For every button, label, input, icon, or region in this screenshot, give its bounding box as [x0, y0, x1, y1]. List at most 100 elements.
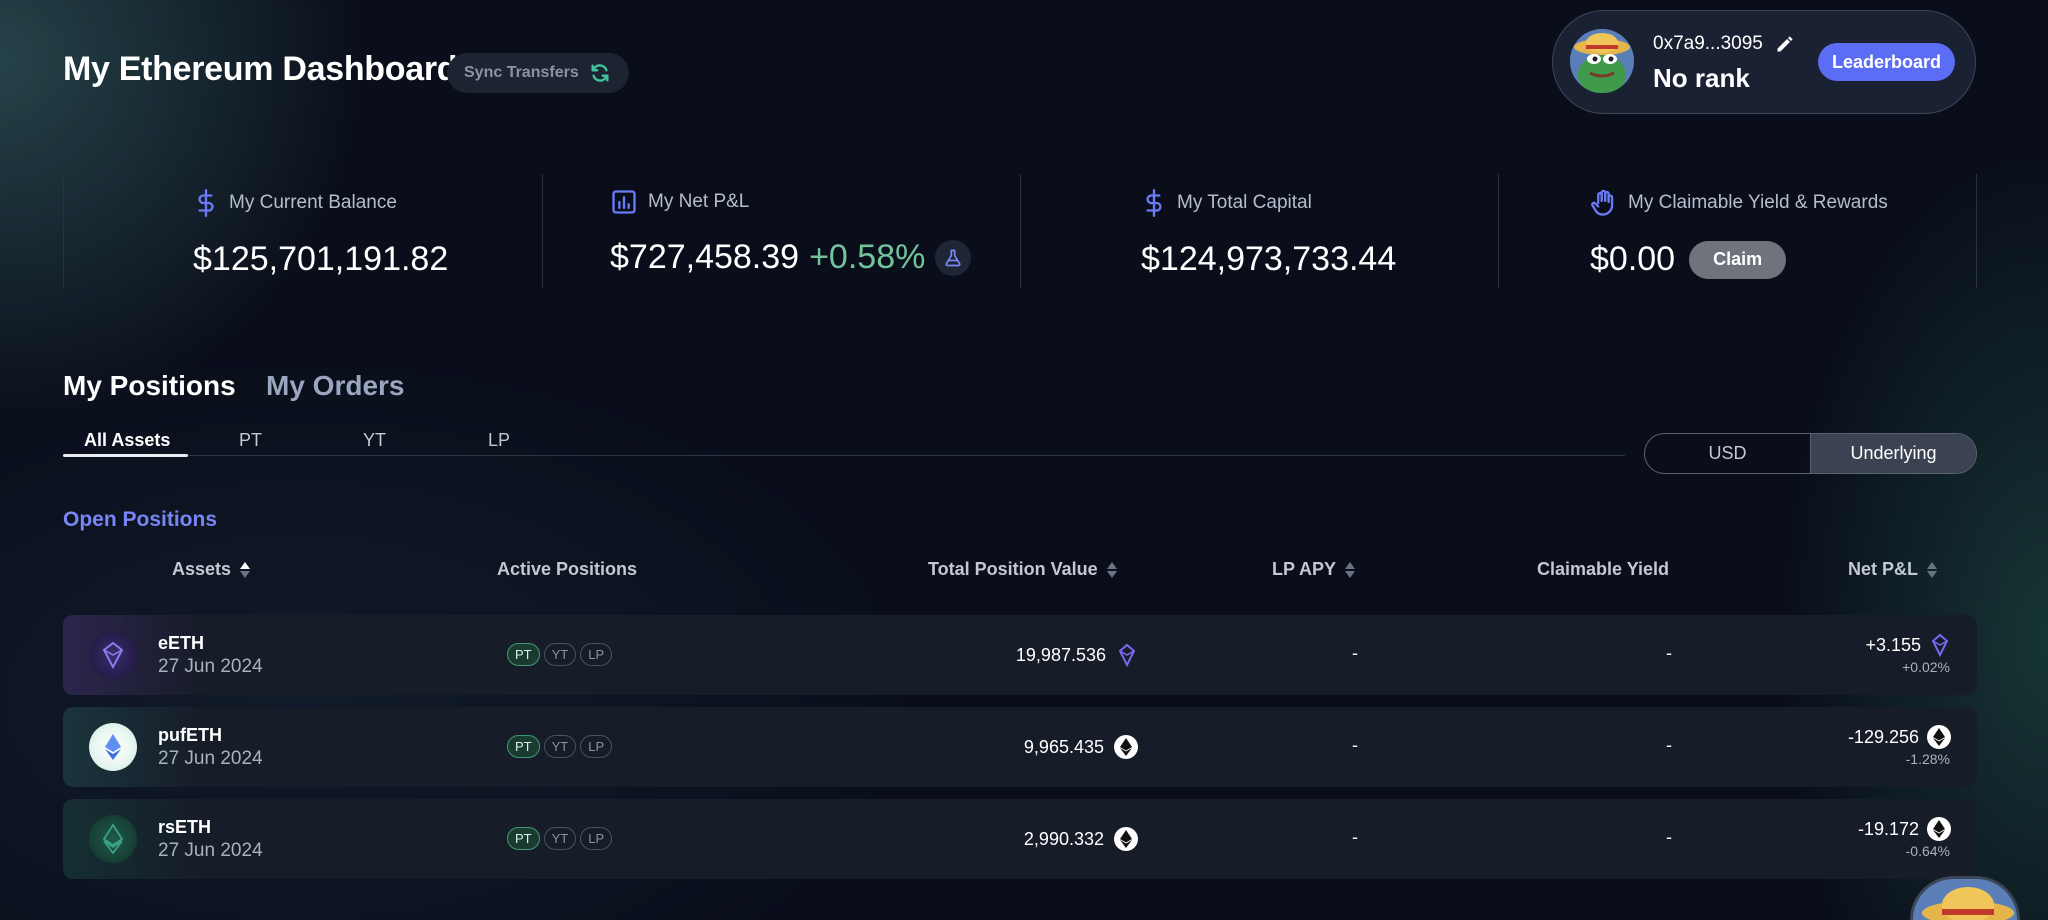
stat-divider	[1498, 174, 1499, 288]
edit-pencil-icon[interactable]	[1775, 34, 1795, 54]
column-header-tpv-label: Total Position Value	[928, 559, 1098, 579]
active-tab-indicator	[63, 454, 188, 457]
net-pnl-percent: +0.58%	[809, 238, 926, 276]
tab-my-orders[interactable]: My Orders	[266, 370, 405, 401]
asset-maturity-date: 27 Jun 2024	[158, 748, 263, 769]
lp-apy-value: -	[1352, 827, 1358, 847]
currency-toggle: USD Underlying	[1644, 433, 1977, 474]
table-row[interactable]: pufETH 27 Jun 2024 PT YT LP 9,965.435 - …	[63, 707, 1977, 787]
lp-apy-value: -	[1352, 643, 1358, 663]
total-capital-value: $124,973,733.44	[1141, 240, 1397, 278]
active-positions-pills: PT YT LP	[507, 827, 613, 850]
total-position-value: 19,987.536	[1016, 643, 1138, 667]
claimable-label: My Claimable Yield & Rewards	[1628, 192, 1888, 213]
asset-maturity-date: 27 Jun 2024	[158, 840, 263, 861]
sub-tab-all-assets[interactable]: All Assets	[84, 430, 171, 450]
flask-button[interactable]	[935, 239, 972, 276]
eeth-gem-icon	[1118, 643, 1136, 667]
column-header-net-pnl[interactable]: Net P&L	[1848, 559, 1938, 580]
column-header-assets[interactable]: Assets	[172, 559, 251, 580]
claimable-yield-value: -	[1666, 827, 1672, 847]
stat-total-capital: My Total Capital $124,973,733.44	[1141, 188, 1396, 279]
stat-current-balance: My Current Balance $125,701,191.82	[193, 188, 448, 279]
pill-lp: LP	[580, 735, 613, 758]
net-pnl-value-text: -129.256	[1847, 726, 1919, 747]
pill-lp: LP	[580, 827, 613, 850]
eeth-gem-icon	[1931, 633, 1949, 657]
net-pnl-cell: -129.256 -1.28%	[1848, 725, 1951, 767]
pill-pt: PT	[507, 643, 540, 666]
table-row[interactable]: eETH 27 Jun 2024 PT YT LP 19,987.536 - -…	[63, 615, 1977, 695]
rseth-icon	[89, 815, 137, 863]
total-position-value: 2,990.332	[1024, 827, 1138, 851]
toggle-usd[interactable]: USD	[1708, 443, 1747, 463]
stat-divider	[542, 174, 543, 288]
claimable-value: $0.00	[1590, 240, 1676, 278]
asset-name: pufETH	[158, 725, 222, 745]
sort-icon	[1927, 561, 1938, 578]
sub-tab-yt[interactable]: YT	[363, 430, 387, 450]
position-value-text: 19,987.536	[1015, 644, 1106, 665]
column-header-active-positions: Active Positions	[497, 559, 638, 579]
net-pnl-value-text: -19.172	[1857, 818, 1919, 839]
pill-yt: YT	[543, 643, 577, 666]
column-header-claimable-yield: Claimable Yield	[1537, 559, 1670, 579]
stat-divider	[1976, 174, 1977, 288]
sort-icon	[240, 561, 251, 578]
sort-icon	[1106, 561, 1117, 578]
sub-tabs-divider	[63, 455, 1625, 456]
column-header-lp-apy-label: LP APY	[1272, 559, 1337, 579]
table-row[interactable]: rsETH 27 Jun 2024 PT YT LP 2,990.332 - -…	[63, 799, 1977, 879]
sub-tab-lp[interactable]: LP	[488, 430, 511, 450]
asset-name: rsETH	[158, 817, 212, 837]
column-header-assets-label: Assets	[172, 559, 232, 579]
net-pnl-label: My Net P&L	[648, 191, 750, 212]
hand-icon	[1591, 189, 1614, 216]
lp-apy-value: -	[1352, 735, 1358, 755]
floating-avatar-button[interactable]	[1910, 876, 2020, 920]
wallet-address: 0x7a9...3095	[1653, 33, 1763, 54]
column-header-lp-apy[interactable]: LP APY	[1272, 559, 1356, 580]
net-pnl-percent: -1.28%	[1905, 751, 1950, 767]
net-pnl-value-text: +3.155	[1865, 634, 1921, 655]
eth-icon	[1927, 725, 1951, 749]
claim-button[interactable]: Claim	[1689, 240, 1787, 279]
tab-my-positions[interactable]: My Positions	[63, 370, 236, 401]
total-capital-label: My Total Capital	[1177, 192, 1312, 213]
pill-yt: YT	[543, 827, 577, 850]
net-pnl-value: $727,458.39	[610, 238, 800, 276]
pill-lp: LP	[580, 643, 613, 666]
net-pnl-percent: -0.64%	[1905, 843, 1950, 859]
asset-name: eETH	[158, 633, 205, 653]
pill-yt: YT	[543, 735, 577, 758]
rank-label: No rank	[1653, 63, 1750, 93]
avatar[interactable]	[1570, 29, 1634, 93]
eeth-icon	[89, 631, 137, 679]
stat-divider	[1020, 174, 1021, 288]
sub-tab-pt[interactable]: PT	[239, 430, 263, 450]
bar-chart-icon	[612, 190, 636, 214]
stat-net-pnl: My Net P&L $727,458.39 +0.58%	[610, 188, 972, 277]
eth-icon	[1927, 817, 1951, 841]
stat-claimable: My Claimable Yield & Rewards $0.00 Claim	[1590, 188, 1888, 279]
pufeth-icon	[89, 723, 137, 771]
stat-divider	[63, 174, 64, 288]
eth-icon	[1114, 827, 1138, 851]
net-pnl-cell: +3.155 +0.02%	[1865, 633, 1951, 675]
leaderboard-button[interactable]: Leaderboard	[1817, 43, 1955, 81]
open-positions-title: Open Positions	[63, 508, 218, 531]
sync-transfers-button[interactable]: Sync Transfers	[447, 53, 629, 93]
column-header-total-position-value[interactable]: Total Position Value	[928, 559, 1118, 580]
toggle-underlying[interactable]: Underlying	[1810, 434, 1976, 473]
column-header-net-pnl-label: Net P&L	[1848, 559, 1919, 579]
dollar-icon	[1146, 188, 1162, 218]
dollar-icon	[198, 188, 214, 218]
sort-icon	[1345, 561, 1356, 578]
position-value-text: 2,990.332	[1023, 828, 1104, 849]
asset-maturity-date: 27 Jun 2024	[158, 656, 263, 677]
active-positions-pills: PT YT LP	[507, 643, 613, 666]
pepe-avatar-image	[1913, 879, 2017, 920]
balance-label: My Current Balance	[229, 192, 397, 213]
wallet-address-row: 0x7a9...3095	[1653, 33, 1795, 55]
net-pnl-percent: +0.02%	[1902, 659, 1950, 675]
